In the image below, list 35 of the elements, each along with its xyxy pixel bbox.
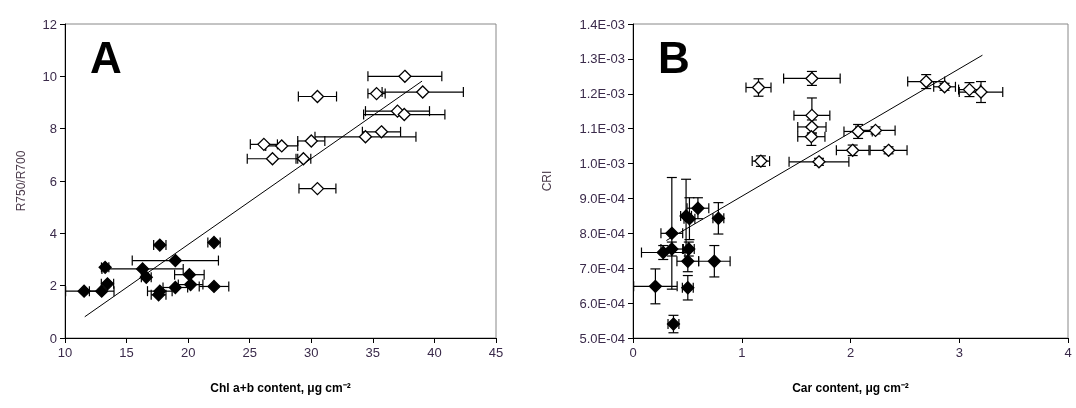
x-tick-label: 2 — [846, 345, 855, 360]
x-tick-label: 4 — [1064, 345, 1072, 360]
x-tick-label: 40 — [427, 345, 442, 360]
x-tick-label: 35 — [365, 345, 381, 360]
y-tick-label: 7.0E-04 — [579, 260, 625, 276]
y-tick-label: 8 — [49, 121, 57, 137]
y-tick-label: 1.4E-03 — [579, 16, 625, 32]
y-tick-label: 0 — [49, 330, 57, 346]
y-tick-label: 9.0E-04 — [579, 190, 625, 206]
y-tick-label: 12 — [42, 16, 57, 32]
y-tick-label: 10 — [42, 68, 57, 84]
y-tick-label: 1.0E-03 — [579, 156, 625, 172]
x-tick-label: 1 — [738, 345, 746, 360]
x-tick-label: 45 — [488, 345, 504, 360]
y-tick-label: 5.0E-04 — [579, 330, 625, 346]
chart-title: B — [658, 32, 690, 82]
x-tick-label: 15 — [119, 345, 134, 360]
y-tick-label: 8.0E-04 — [579, 225, 625, 241]
y-axis-title: R750/R700 — [14, 150, 28, 212]
x-tick-label: 0 — [629, 345, 637, 360]
y-tick-label: 6.0E-04 — [579, 295, 625, 311]
x-axis-title: Car content, μg cm⁻² — [792, 381, 909, 395]
x-tick-label: 20 — [180, 345, 196, 360]
y-tick-label: 2 — [49, 278, 57, 294]
x-tick-label: 30 — [304, 345, 319, 360]
y-tick-label: 4 — [49, 225, 57, 241]
y-tick-label: 1.2E-03 — [579, 86, 625, 102]
chart-title: A — [90, 32, 122, 82]
x-tick-label: 3 — [955, 345, 963, 360]
y-tick-label: 1.3E-03 — [579, 51, 625, 67]
x-axis-title: Chl a+b content, μg cm⁻² — [210, 381, 351, 395]
x-tick-label: 25 — [242, 345, 257, 360]
y-tick-label: 6 — [49, 173, 57, 189]
y-axis-title: CRI — [540, 170, 554, 192]
y-tick-label: 1.1E-03 — [579, 121, 625, 137]
